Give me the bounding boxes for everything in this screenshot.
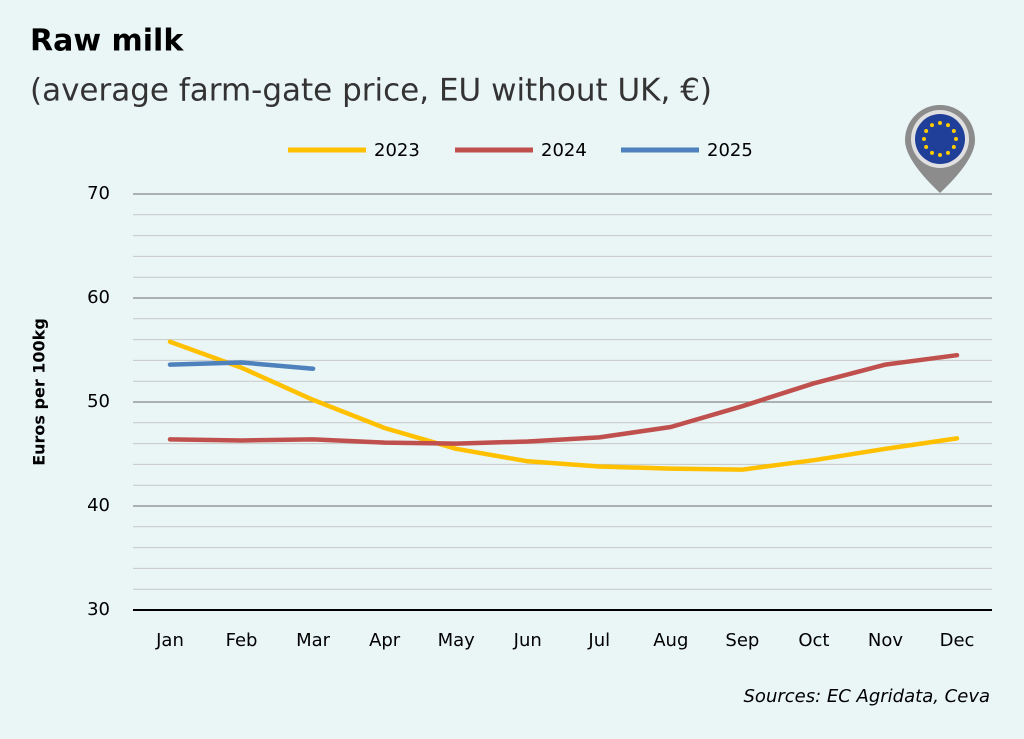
legend-label: 2024 (541, 140, 587, 161)
star (930, 150, 934, 155)
y-tick-label: 40 (87, 495, 110, 516)
source: Sources: EC Agridata, Ceva (744, 686, 991, 707)
series-line (167, 360, 316, 371)
y-axis-label: Euros per 100kg (30, 318, 49, 466)
chart-subtitle: (average farm-gate price, EU without UK,… (30, 73, 712, 109)
star (954, 137, 958, 141)
legend-label: 2023 (374, 140, 420, 161)
x-tick-label: Jan (155, 630, 184, 651)
eu-pin (905, 105, 975, 193)
star (946, 123, 950, 128)
x-tick-label: Dec (940, 630, 975, 651)
x-tick-label: Mar (296, 630, 331, 651)
y-tick-label: 70 (87, 183, 110, 204)
y-tick-label: 30 (87, 599, 110, 620)
y-tick-label: 50 (87, 391, 110, 412)
star (946, 150, 950, 155)
star (930, 123, 934, 128)
x-tick-label: Feb (226, 630, 258, 651)
x-tick-label: Jul (587, 630, 610, 651)
x-tick-label: Aug (653, 630, 688, 651)
series-line (167, 339, 960, 472)
star (951, 145, 956, 149)
y-tick-label: 60 (87, 287, 110, 308)
x-tick-label: Oct (798, 630, 829, 651)
x-tick-label: Sep (725, 630, 759, 651)
x-tick-label: Apr (369, 630, 401, 651)
x-tick-label: May (438, 630, 476, 651)
star (951, 129, 956, 133)
x-tick-label: Jun (513, 630, 542, 651)
chart-title: Raw milk (30, 24, 184, 59)
star (924, 129, 929, 133)
star (924, 145, 929, 149)
star (938, 153, 942, 157)
x-tick-label: Nov (868, 630, 903, 651)
star (922, 137, 926, 141)
legend-label: 2025 (707, 140, 753, 161)
star (938, 121, 942, 125)
series-line (167, 352, 960, 446)
